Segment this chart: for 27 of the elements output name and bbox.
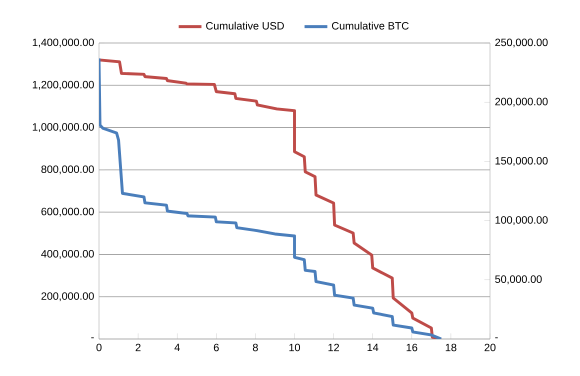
- y-tick-label: -: [91, 337, 94, 338]
- y2-tick-label: 50,000.00: [495, 275, 542, 284]
- y2-tick-label: 200,000.00: [495, 98, 548, 107]
- legend-label: Cumulative USD: [206, 22, 284, 30]
- x-tick-label: 8: [252, 344, 258, 352]
- y-tick-label: 200,000.00: [41, 292, 94, 302]
- y-tick-label: 1,000,000.00: [32, 123, 94, 132]
- x-tick-label: 14: [368, 344, 378, 352]
- x-tick-label: 16: [406, 344, 418, 352]
- y2-tick-label: 100,000.00: [496, 216, 548, 226]
- y-tick-label: 400,000.00: [41, 250, 94, 259]
- x-tick-label: 18: [446, 344, 456, 352]
- legend-label: Cumulative BTC: [332, 22, 409, 30]
- y-tick-label: 1,400,000.00: [32, 38, 94, 48]
- y-tick-label: 1,200,000.00: [32, 80, 94, 90]
- x-tick-label: 10: [289, 344, 300, 352]
- y-tick-label: 800,000.00: [41, 165, 94, 174]
- x-tick-label: 4: [174, 344, 180, 352]
- x-tick-label: 0: [96, 344, 102, 352]
- x-tick-label: 2: [136, 344, 141, 352]
- y2-tick-label: 150,000.00: [496, 157, 548, 166]
- x-tick-label: 20: [484, 344, 496, 352]
- y-tick-label: 600,000.00: [41, 208, 94, 217]
- y2-tick-label: -: [495, 337, 498, 338]
- x-tick-label: 6: [214, 344, 219, 352]
- x-tick-label: 12: [328, 344, 339, 352]
- y2-tick-label: 250,000.00: [495, 38, 548, 48]
